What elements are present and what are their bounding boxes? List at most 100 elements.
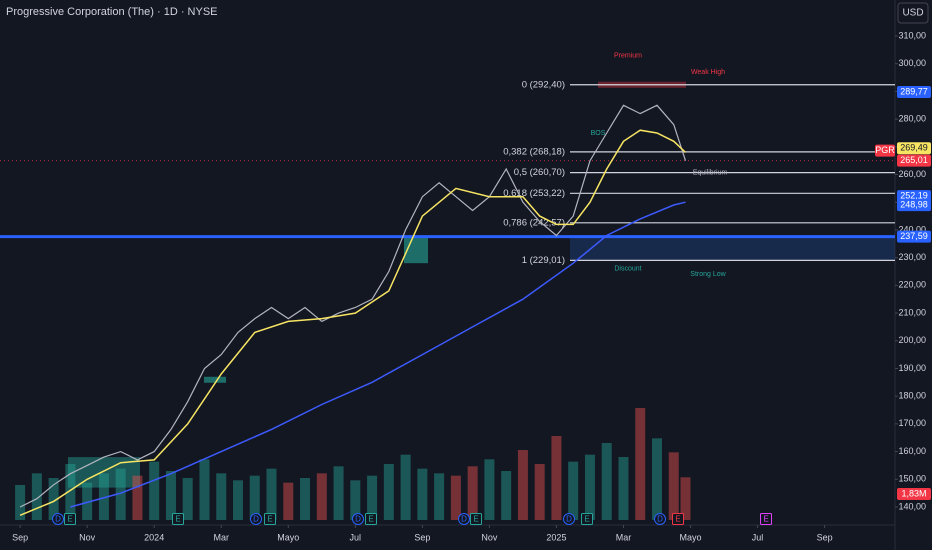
event-icon — [172, 513, 184, 525]
discount-zone — [570, 236, 895, 261]
event-label: D — [566, 515, 572, 524]
event-icon — [760, 513, 772, 525]
y-tick-label: 150,00 — [898, 474, 926, 484]
price-label-box — [897, 142, 931, 155]
volume-bar — [668, 452, 679, 520]
price-label: 265,01 — [900, 155, 928, 165]
volume-bar — [635, 408, 646, 520]
volume-bar — [82, 482, 93, 520]
fib-label: 1 (229,01) — [522, 255, 565, 266]
x-tick-label: 2024 — [144, 532, 164, 542]
y-tick-label: 280,00 — [898, 114, 926, 124]
volume-bar — [551, 436, 562, 520]
event-marker[interactable]: E — [581, 513, 593, 525]
volume-bar — [266, 468, 277, 520]
fib-label: 0,618 (253,22) — [503, 188, 565, 199]
volume-bar — [434, 473, 445, 520]
annotation: Equilibrium — [693, 169, 728, 176]
x-tick-label: 2025 — [546, 532, 566, 542]
y-tick-label: 210,00 — [898, 307, 926, 317]
event-marker[interactable]: E — [760, 513, 772, 525]
event-icon — [654, 513, 666, 525]
event-icon — [52, 513, 64, 525]
symbol-label: PGR — [875, 145, 895, 155]
event-icon — [64, 513, 76, 525]
event-label: D — [253, 515, 259, 524]
y-tick-label: 230,00 — [898, 252, 926, 262]
event-marker[interactable]: D — [352, 513, 364, 525]
event-label: E — [67, 515, 72, 524]
y-tick-label: 200,00 — [898, 335, 926, 345]
volume-bar — [601, 443, 612, 520]
event-icon — [352, 513, 364, 525]
fib-label: 0 (292,40) — [522, 79, 565, 90]
volume-bar — [65, 464, 76, 520]
chart-title: Progressive Corporation (The) · 1D · NYS… — [6, 6, 218, 18]
volume-bar — [132, 475, 143, 520]
event-marker[interactable]: D — [563, 513, 575, 525]
event-marker[interactable]: D — [52, 513, 64, 525]
annotation: Premium — [614, 52, 642, 59]
volume-bar — [568, 461, 579, 520]
volume-bar — [484, 459, 495, 520]
volume-bar — [534, 464, 545, 520]
price-label: 248,98 — [900, 199, 928, 209]
y-tick-label: 140,00 — [898, 501, 926, 511]
volume-bar — [98, 473, 109, 520]
price-line — [19, 104, 687, 508]
event-icon — [563, 513, 575, 525]
moving-average — [70, 201, 686, 508]
event-marker[interactable]: D — [250, 513, 262, 525]
volume-bar — [367, 475, 378, 520]
annotation: Weak High — [691, 69, 725, 76]
fib-label: 0,786 (242,57) — [503, 217, 565, 228]
event-label: E — [368, 515, 373, 524]
volume-bar — [199, 459, 210, 520]
event-icon — [264, 513, 276, 525]
volume-bar — [316, 473, 327, 520]
demand-zone — [204, 376, 226, 383]
volume-bar — [31, 473, 42, 520]
currency-label[interactable]: USD — [902, 8, 923, 19]
event-marker[interactable]: E — [264, 513, 276, 525]
event-marker[interactable]: D — [458, 513, 470, 525]
event-icon — [458, 513, 470, 525]
volume-bar — [15, 485, 26, 520]
price-label-box — [897, 230, 931, 243]
event-label: E — [267, 515, 272, 524]
volume-bar — [232, 480, 243, 520]
annotation: Discount — [614, 266, 641, 273]
event-label: E — [473, 515, 478, 524]
x-tick-label: Sep — [817, 532, 833, 542]
event-marker[interactable]: E — [172, 513, 184, 525]
event-label: E — [175, 515, 180, 524]
event-marker[interactable]: E — [64, 513, 76, 525]
x-tick-label: Jul — [752, 532, 764, 542]
event-icon — [365, 513, 377, 525]
volume-bar — [283, 482, 294, 520]
currency-button[interactable]: USD — [897, 2, 929, 24]
x-tick-label: Jul — [350, 532, 362, 542]
x-tick-label: Sep — [414, 532, 430, 542]
volume-bar — [182, 478, 193, 520]
price-label: 269,49 — [900, 143, 928, 153]
volume-bar — [300, 478, 311, 520]
price-label: 237,59 — [900, 231, 928, 241]
volume-bar — [517, 450, 528, 520]
price-label: 252,19 — [900, 191, 928, 201]
event-marker[interactable]: E — [470, 513, 482, 525]
x-tick-label: Nov — [79, 532, 96, 542]
price-label-box — [897, 86, 931, 99]
event-marker[interactable]: E — [365, 513, 377, 525]
volume-bar — [417, 468, 428, 520]
event-marker[interactable]: E — [672, 513, 684, 525]
y-tick-label: 160,00 — [898, 446, 926, 456]
volume-bar — [501, 471, 512, 520]
volume-bar — [400, 454, 411, 520]
event-marker[interactable]: D — [654, 513, 666, 525]
price-label-box — [897, 199, 931, 212]
y-tick-label: 310,00 — [898, 30, 926, 40]
y-tick-label: 170,00 — [898, 418, 926, 428]
